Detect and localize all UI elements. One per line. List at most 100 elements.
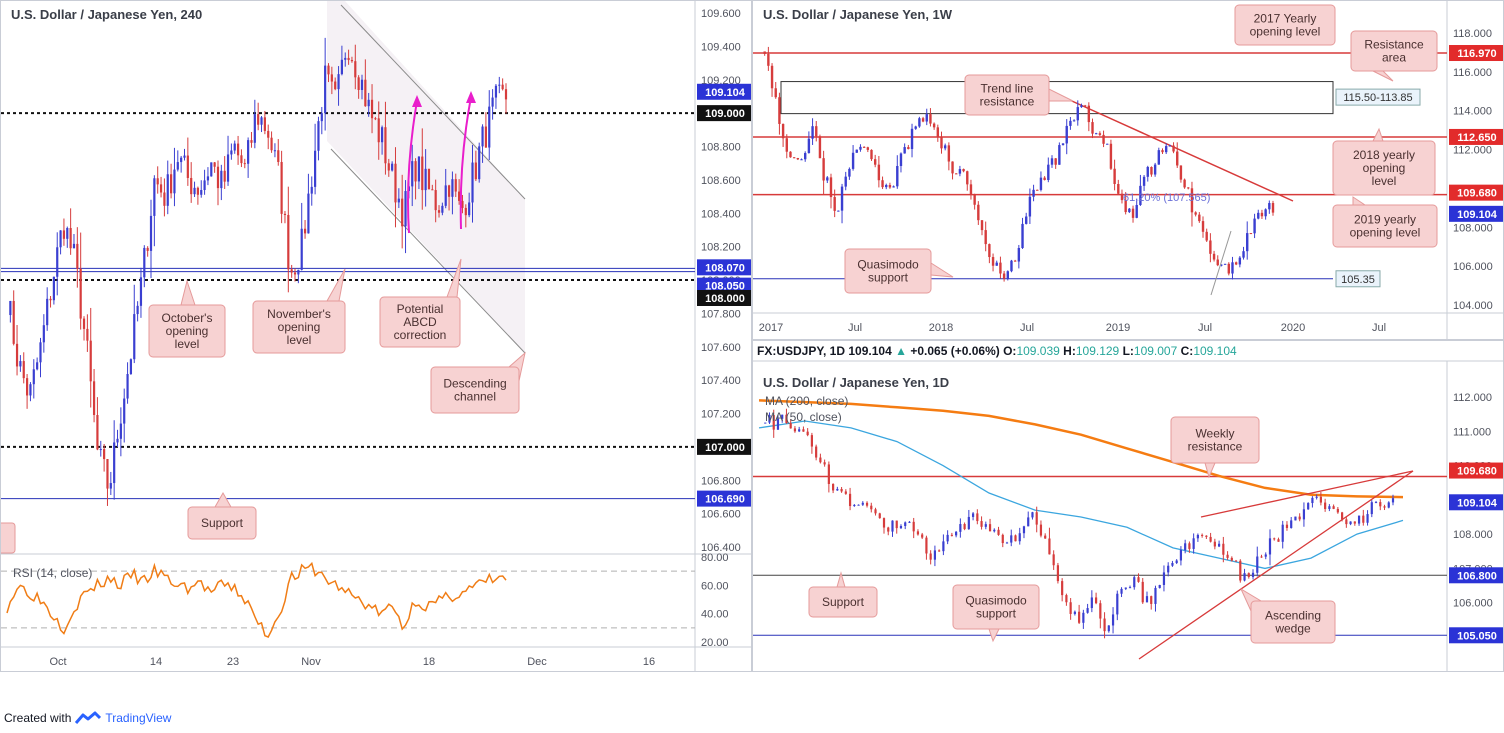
candle-body (216, 166, 220, 189)
price-tag: 105.050 (1457, 630, 1497, 642)
chart-weekly-canvas[interactable]: 61.20% (107.565) 118.000 116.000 114.000 112… (753, 1, 1504, 340)
candle-body (1090, 597, 1093, 609)
candle-body (1131, 208, 1135, 218)
price-tick: 108.400 (701, 208, 741, 220)
candle-body (1231, 262, 1234, 274)
candle-body (1205, 535, 1208, 537)
arrow-head-icon (412, 95, 422, 107)
price-tag-bg (1449, 494, 1503, 511)
candle-body (815, 446, 818, 458)
candle-body (980, 220, 984, 231)
candle-body (414, 161, 417, 182)
candle-body (401, 198, 404, 227)
candle-body (1142, 176, 1146, 186)
candle-body (498, 84, 501, 86)
rsi-label: RSI (14, close) (13, 566, 92, 580)
candle-body (180, 157, 183, 163)
candle-body (226, 154, 230, 182)
price-tag: 106.800 (1457, 570, 1497, 582)
candle-body (454, 179, 457, 192)
candle-body (827, 464, 830, 484)
chart-panel-daily[interactable]: MA (200, close) MA (50, close) 112.000 111.… (752, 340, 1504, 672)
candle-body (1253, 218, 1256, 234)
candle-body (481, 126, 484, 147)
candle-body (1157, 150, 1161, 165)
candle-body (921, 534, 924, 538)
candle-body (1116, 593, 1119, 615)
callout-descending-channel: Descending (443, 377, 506, 391)
price-tick: 108.000 (1453, 222, 1493, 234)
chart-daily-canvas[interactable]: MA (200, close) MA (50, close) 112.000 111.… (753, 341, 1504, 672)
candle-body (907, 147, 910, 150)
price-tag: 109.104 (1457, 497, 1498, 509)
candle-body (146, 247, 149, 251)
candle-body (1107, 625, 1110, 632)
candle-body (119, 423, 122, 439)
candle-body (143, 247, 146, 278)
price-tag-bg (1449, 205, 1503, 222)
candle-body (334, 81, 337, 90)
rsi-tick: 80.00 (701, 552, 729, 564)
candle-body (969, 184, 973, 195)
footer-brand[interactable]: TradingView (105, 711, 172, 725)
callout-ascending-wedge-box (1250, 600, 1336, 644)
candle-body (247, 140, 250, 164)
candle-body (42, 325, 45, 343)
candle-body (870, 149, 873, 160)
callout-abcd: ABCD (403, 315, 437, 329)
candle-body (865, 502, 869, 506)
candle-body (337, 74, 340, 90)
callout-october-open: October's (162, 311, 213, 325)
support-label: 105.35 (1341, 274, 1375, 286)
candle-body (1031, 512, 1034, 518)
candle-body (767, 53, 770, 66)
candle-body (1054, 158, 1057, 165)
candle-body (1006, 271, 1009, 279)
candle-body (163, 192, 166, 206)
candle-body (1213, 541, 1216, 547)
candle-body (1120, 588, 1123, 594)
callout-october-open: opening (166, 324, 209, 338)
candle-body (1345, 519, 1348, 525)
candle-body (15, 343, 19, 367)
candle-body (1001, 534, 1004, 544)
candle-body (1094, 597, 1098, 604)
candle-body (1374, 502, 1378, 504)
candle-body (1133, 577, 1136, 588)
candle-body (113, 442, 116, 484)
callout-trendline-box (964, 74, 1050, 116)
candle-body (826, 177, 829, 181)
time-tick: Dec (527, 656, 547, 668)
candle-body (89, 340, 92, 382)
candle-body (1264, 209, 1267, 217)
candle-body (925, 114, 928, 122)
chart-4h-canvas[interactable]: 109.600 109.400 109.200 109.000 108.800 108.6… (1, 1, 752, 672)
candle-body (936, 127, 940, 137)
candle-body (1307, 503, 1310, 510)
time-tick: 23 (227, 656, 239, 668)
candle-body (267, 130, 270, 138)
candle-body (314, 150, 317, 187)
chart-panel-weekly[interactable]: 61.20% (107.565) 118.000 116.000 114.000 112… (752, 0, 1504, 340)
chart-panel-4h[interactable]: 109.600 109.400 109.200 109.000 108.800 108.6… (0, 0, 752, 672)
candle-body (1387, 502, 1390, 508)
candle-body (384, 127, 387, 164)
candle-body (324, 65, 327, 114)
candle-body (977, 204, 980, 221)
candle-body (1124, 587, 1127, 589)
candle-body (1198, 214, 1201, 222)
candle-body (819, 457, 822, 463)
price-tick: 108.800 (701, 142, 741, 154)
candle-body (1366, 514, 1369, 523)
callout-weekly-resistance-box (1170, 416, 1260, 464)
price-tag-bg (697, 277, 751, 294)
candle-body (233, 143, 236, 151)
candle-body (999, 262, 1002, 274)
candle-body (1087, 105, 1091, 123)
candle-body (1172, 145, 1175, 152)
candle-body (866, 147, 870, 150)
time-tick: 16 (643, 656, 655, 668)
candle-body (1273, 538, 1276, 540)
candle-body (1194, 212, 1197, 215)
candle-body (1145, 596, 1149, 603)
